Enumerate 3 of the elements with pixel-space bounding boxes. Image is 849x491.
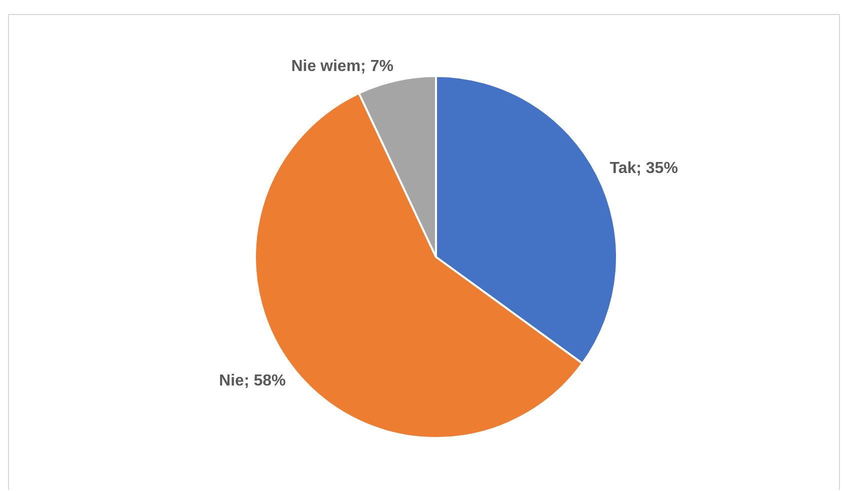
slice-label: Nie; 58% bbox=[219, 372, 286, 390]
slice-label: Tak; 35% bbox=[610, 160, 678, 177]
slice-label: Nie wiem; 7% bbox=[291, 58, 394, 76]
